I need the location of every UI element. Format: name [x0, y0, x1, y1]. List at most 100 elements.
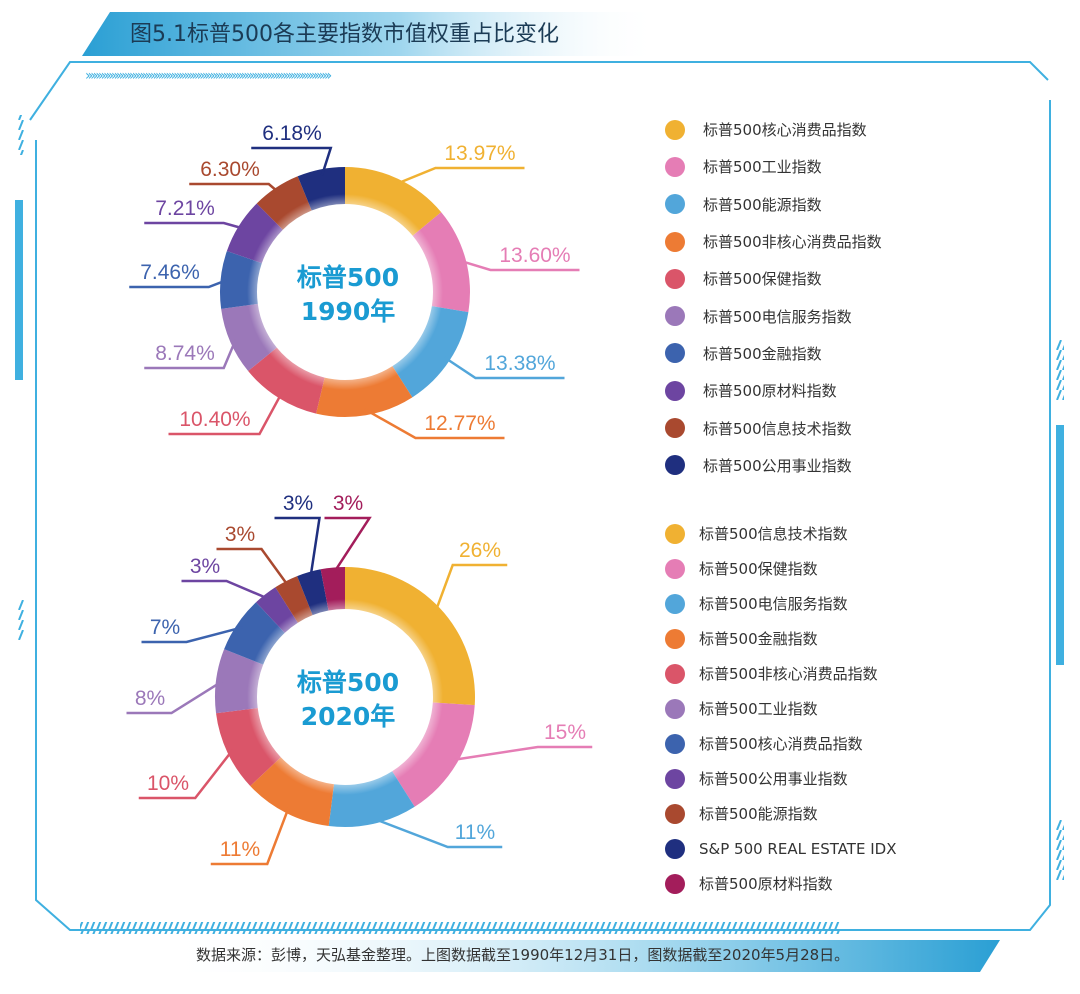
leader-line [395, 166, 525, 186]
legend-item: 标普500工业指数 [665, 148, 882, 185]
legend-swatch [665, 306, 685, 327]
legend-swatch [665, 119, 685, 140]
leader-line [434, 563, 508, 613]
donut-0: 13.97% 13.60% 13.38% 12.77% 10.40% 8.74% 7.46%… [129, 122, 580, 440]
legend-item: 标普500原材料指数 [665, 866, 896, 901]
legend-swatch [665, 268, 685, 289]
legend-label: S&P 500 REAL ESTATE IDX [699, 839, 897, 858]
data-label: 3% [333, 492, 363, 515]
legend-swatch [665, 418, 685, 439]
data-label: 13.97% [444, 142, 515, 165]
legend-swatch [665, 803, 685, 824]
legend-label: 标普500保健指数 [703, 270, 822, 289]
legend-item: 标普500原材料指数 [665, 372, 882, 409]
legend-label: 标普500原材料指数 [703, 382, 837, 401]
data-label: 13.60% [499, 244, 570, 267]
leader-line [168, 392, 283, 436]
legend-item: 标普500公用事业指数 [665, 447, 882, 484]
legend-label: 标普500信息技术指数 [699, 525, 848, 543]
legend-label: 标普500核心消费品指数 [703, 121, 867, 140]
donut-slice [248, 347, 325, 414]
leader-line [324, 516, 372, 575]
data-label: 3% [283, 492, 313, 515]
legend-label: 标普500电信服务指数 [699, 595, 848, 613]
legend-swatch [665, 768, 685, 789]
legend-item: 标普500信息技术指数 [665, 409, 882, 446]
legend-swatch [665, 628, 685, 649]
leader-line [364, 408, 505, 440]
legend-swatch [665, 455, 685, 476]
donut-slice [392, 306, 469, 398]
data-label: 13.38% [484, 352, 555, 375]
data-label: 11% [455, 821, 495, 844]
legend-item: 标普500公用事业指数 [665, 761, 896, 796]
donut-slice [226, 203, 283, 264]
leader-line [138, 749, 234, 800]
legend-swatch [665, 343, 685, 364]
leader-line [443, 356, 565, 380]
leader-line [216, 547, 290, 588]
data-label: 8.74% [155, 342, 215, 365]
data-label: 12.77% [424, 412, 495, 435]
legend-2020: 标普500信息技术指数标普500保健指数标普500电信服务指数 标普500金融指数… [665, 516, 896, 901]
data-label: 3% [190, 555, 220, 578]
data-label: 26% [459, 539, 501, 562]
legend-item: 标普500核心消费品指数 [665, 726, 896, 761]
legend-swatch [665, 663, 685, 684]
legend-1990: 标普500核心消费品指数标普500工业指数标普500能源指数标普500非核心消费… [665, 111, 882, 484]
donut-slice [250, 757, 334, 826]
legend-item: 标普500金融指数 [665, 335, 882, 372]
legend-swatch [665, 156, 685, 177]
legend-label: 标普500工业指数 [699, 700, 818, 718]
leader-line [129, 279, 228, 289]
leader-line [126, 680, 223, 715]
legend-swatch [665, 380, 685, 401]
donut-slice [221, 303, 277, 371]
data-label: 10% [147, 772, 189, 795]
legend-label: 标普500金融指数 [699, 630, 818, 648]
legend-item: 标普500能源指数 [665, 796, 896, 831]
legend-swatch [665, 231, 685, 252]
data-label: 6.18% [262, 122, 322, 145]
data-label: 10.40% [179, 408, 250, 431]
legend-label: 标普500金融指数 [703, 344, 822, 363]
legend-item: S&P 500 REAL ESTATE IDX [665, 831, 896, 866]
legend-item: 标普500电信服务指数 [665, 586, 896, 621]
legend-swatch [665, 558, 685, 579]
legend-label: 标普500非核心消费品指数 [703, 233, 882, 252]
leader-line [274, 516, 321, 579]
legend-item: 标普500电信服务指数 [665, 297, 882, 334]
legend-label: 标普500能源指数 [703, 195, 822, 214]
legend-swatch [665, 873, 685, 894]
legend-swatch [665, 698, 685, 719]
leader-line [181, 579, 270, 601]
legend-swatch [665, 194, 685, 215]
legend-item: 标普500保健指数 [665, 551, 896, 586]
svg-text:››››››››››››››››››››››››››››››: ››››››››››››››››››››››››››››››››››››››››… [85, 68, 332, 84]
legend-item: 标普500非核心消费品指数 [665, 223, 882, 260]
leader-line [210, 807, 290, 866]
data-label: 15% [544, 721, 586, 744]
center-label: 1990年 [301, 297, 396, 326]
legend-label: 标普500公用事业指数 [703, 456, 852, 475]
legend-swatch [665, 838, 685, 859]
legend-item: 标普500金融指数 [665, 621, 896, 656]
chart-title: 图5.1标普500各主要指数市值权重占比变化 [130, 22, 559, 47]
legend-label: 标普500核心消费品指数 [699, 735, 863, 753]
leader-line [251, 146, 333, 176]
donut-slice [345, 167, 442, 236]
leader-line [144, 221, 245, 230]
legend-label: 标普500信息技术指数 [703, 419, 852, 438]
legend-label: 标普500非核心消费品指数 [699, 665, 878, 683]
leader-line [371, 816, 503, 849]
legend-label: 标普500电信服务指数 [703, 307, 852, 326]
leader-line [451, 745, 593, 762]
leader-line [141, 626, 243, 644]
donut-slice [392, 702, 475, 807]
center-label: 标普500 [297, 263, 399, 292]
data-label: 11% [220, 838, 260, 861]
legend-swatch [665, 733, 685, 754]
